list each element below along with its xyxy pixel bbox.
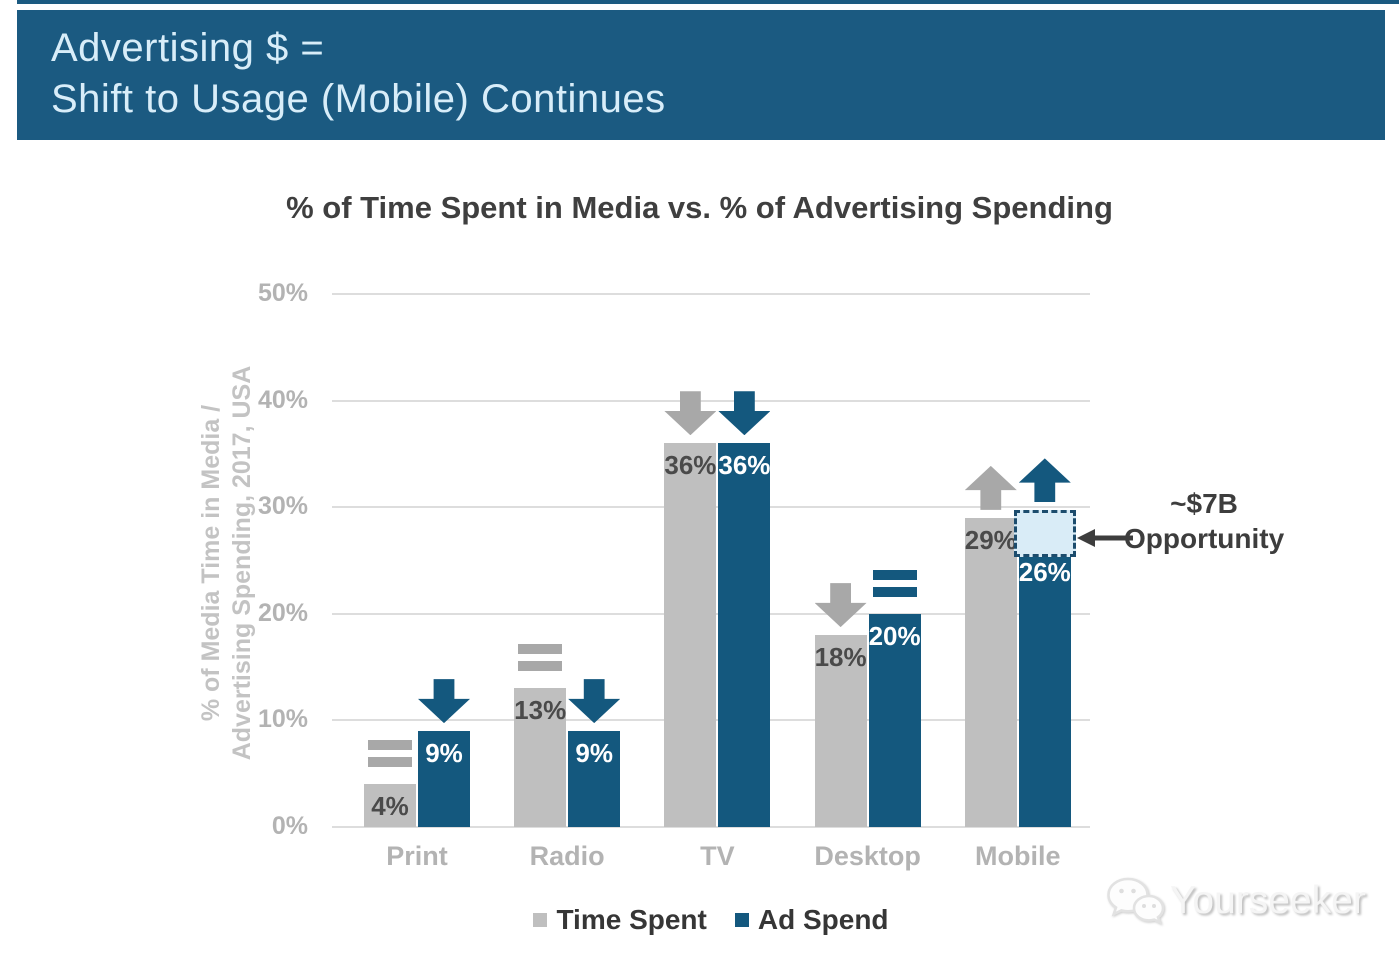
trend-down-arrow-icon (664, 391, 717, 436)
y-axis-tick-label: 40% (257, 385, 308, 414)
ad-spend-bar-print: 9% (418, 731, 470, 827)
bar-value-label: 36% (718, 450, 771, 481)
trend-down-arrow-icon (568, 679, 621, 724)
opportunity-annotation: ~$7B Opportunity (1124, 486, 1284, 556)
x-axis-category-label: TV (700, 841, 735, 871)
legend-label: Ad Spend (757, 904, 889, 935)
trend-flat-indicator-icon (368, 740, 412, 774)
chart-legend: Time Spent Ad Spend (332, 904, 1090, 936)
x-axis-category-label: Print (386, 841, 448, 871)
ad-spend-bar-mobile: 26% (1019, 549, 1071, 827)
left-arrow-icon (1077, 529, 1133, 547)
legend-item: Ad Spend (734, 904, 889, 936)
bar-value-label: 18% (814, 642, 867, 673)
bar-value-label: 9% (425, 738, 463, 769)
bar-value-label: 26% (1018, 556, 1071, 587)
y-axis-tick-label: 10% (257, 705, 308, 734)
chart-title: % of Time Spent in Media vs. % of Advert… (286, 190, 1113, 225)
trend-down-arrow-icon (418, 679, 470, 724)
x-axis-category-label: Desktop (814, 841, 921, 871)
plot-area: 4% 9% 13% 9% 36% 36% 18% 20% 29% 26% (332, 293, 1090, 828)
opportunity-gap-box (1013, 510, 1076, 557)
watermark-text: Yourseeker (1170, 879, 1366, 922)
trend-up-arrow-icon (964, 465, 1017, 510)
bar-value-label: 13% (514, 695, 567, 726)
bar-value-label: 20% (868, 620, 921, 651)
gridline (332, 826, 1090, 828)
legend-item: Time Spent (533, 904, 707, 936)
x-axis-category-label: Mobile (975, 841, 1061, 871)
gridline (332, 293, 1090, 295)
trend-down-arrow-icon (814, 583, 867, 628)
trend-down-arrow-icon (718, 391, 771, 436)
ad-spend-bar-radio: 9% (568, 731, 621, 827)
y-axis-title-line-1: % of Media Time in Media / (197, 404, 225, 722)
legend-label: Time Spent (556, 904, 707, 935)
opportunity-annotation-line-2: Opportunity (1124, 523, 1285, 554)
legend-swatch (734, 913, 749, 927)
y-axis-tick-label: 20% (257, 598, 308, 627)
x-axis-category-label: Radio (529, 841, 605, 871)
y-axis-tick-label: 30% (257, 492, 308, 521)
time-spent-bar-print: 4% (364, 784, 416, 827)
time-spent-bar-tv: 36% (664, 443, 716, 827)
bar-value-label: 36% (664, 450, 717, 481)
header-banner: Advertising $ = Shift to Usage (Mobile) … (17, 10, 1385, 140)
watermark: Yourseeker (1104, 874, 1366, 928)
y-axis-title-line-2: Advertising Spending, 2017, USA (228, 365, 256, 761)
legend-swatch (533, 913, 548, 927)
bar-value-label: 4% (371, 791, 409, 822)
time-spent-bar-mobile: 29% (965, 517, 1017, 827)
wechat-chat-bubbles-icon (1107, 877, 1165, 925)
trend-up-arrow-icon (1018, 458, 1071, 503)
slide-top-border (17, 0, 1399, 4)
ad-spend-bar-desktop: 20% (869, 613, 921, 827)
y-axis-tick-label: 50% (257, 279, 308, 307)
trend-flat-indicator-icon (872, 569, 917, 604)
header-line-1: Advertising $ = (51, 26, 325, 70)
bar-value-label: 29% (964, 524, 1017, 555)
time-spent-bar-radio: 13% (514, 688, 566, 827)
gridline (332, 399, 1090, 402)
y-axis-title: % of Media Time in Media / Advertising S… (196, 280, 260, 846)
ad-spend-bar-tv: 36% (718, 443, 770, 827)
y-axis-tick-label: 0% (271, 812, 308, 840)
opportunity-annotation-line-1: ~$7B (1170, 488, 1238, 519)
trend-flat-indicator-icon (518, 644, 563, 678)
time-spent-bar-desktop: 18% (815, 635, 867, 827)
header-line-2: Shift to Usage (Mobile) Continues (51, 77, 666, 121)
bar-value-label: 9% (575, 738, 613, 769)
